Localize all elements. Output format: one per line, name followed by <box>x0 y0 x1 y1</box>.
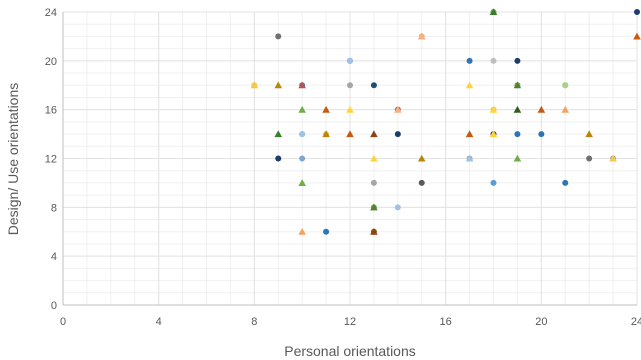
data-point-triangle <box>298 179 306 186</box>
data-point-triangle <box>274 81 283 89</box>
data-point-circle <box>538 131 545 138</box>
y-tick-label: 0 <box>51 300 57 312</box>
data-point-circle <box>562 82 569 89</box>
data-point-circle <box>275 155 282 162</box>
data-point-circle <box>394 131 401 138</box>
data-point-circle <box>370 82 377 89</box>
data-point-triangle <box>465 154 474 162</box>
data-point-circle <box>347 82 353 89</box>
data-point-circle <box>514 131 521 138</box>
data-point-circle <box>634 9 640 15</box>
data-point-triangle <box>298 81 306 89</box>
data-point-triangle <box>489 130 498 138</box>
x-tick-label: 0 <box>60 316 66 328</box>
y-tick-label: 20 <box>45 56 57 68</box>
x-axis-tick-labels: 0 4 8 12 16 20 24 <box>60 316 641 328</box>
data-point-triangle <box>370 203 378 211</box>
data-point-triangle <box>394 105 402 113</box>
data-point-triangle <box>322 105 330 113</box>
data-point-triangle <box>298 227 306 235</box>
data-point-triangle <box>465 130 474 138</box>
y-tick-label: 12 <box>45 154 57 166</box>
x-tick-label: 12 <box>344 316 356 328</box>
data-point-triangle <box>346 130 354 138</box>
data-point-circle <box>586 155 593 162</box>
data-point-circle <box>490 57 497 64</box>
x-tick-label: 24 <box>631 316 641 328</box>
data-point-circle <box>299 155 306 162</box>
y-tick-label: 8 <box>51 202 57 214</box>
x-tick-label: 8 <box>251 316 257 328</box>
y-axis-tick-labels: 0 4 8 12 16 20 24 <box>45 7 57 312</box>
data-point-triangle <box>250 81 259 89</box>
y-tick-label: 24 <box>45 7 57 19</box>
data-point-circle <box>347 57 353 64</box>
data-point-triangle <box>585 130 593 138</box>
data-point-circle <box>370 179 377 186</box>
data-point-circle <box>275 33 282 40</box>
major-gridlines <box>62 11 638 306</box>
data-point-triangle <box>513 154 522 162</box>
data-point-triangle <box>274 130 283 138</box>
data-point-triangle <box>513 105 522 113</box>
data-point-circle <box>514 57 521 64</box>
y-tick-label: 16 <box>45 105 57 117</box>
data-point-circle <box>562 179 569 186</box>
y-axis-title: Design/ Use orientations <box>5 83 21 236</box>
data-point-triangle <box>489 105 498 113</box>
data-point-circle <box>394 204 401 211</box>
data-point-triangle <box>322 130 330 138</box>
data-point-triangle <box>298 105 306 113</box>
x-tick-label: 20 <box>535 316 547 328</box>
x-axis-title: Personal orientations <box>284 343 416 359</box>
data-points <box>250 8 641 235</box>
data-point-triangle <box>370 227 378 235</box>
data-point-circle <box>466 57 473 64</box>
data-point-triangle <box>370 130 378 138</box>
data-point-triangle <box>561 105 570 113</box>
data-point-circle <box>418 179 425 186</box>
data-point-circle <box>299 131 306 138</box>
data-point-triangle <box>513 81 522 89</box>
data-point-triangle <box>537 105 546 113</box>
data-point-triangle <box>417 32 426 40</box>
data-point-triangle <box>465 81 474 89</box>
x-tick-label: 4 <box>156 316 162 328</box>
data-point-triangle <box>633 32 641 40</box>
data-point-triangle <box>346 105 354 113</box>
x-tick-label: 16 <box>440 316 452 328</box>
data-point-circle <box>490 179 497 186</box>
data-point-circle <box>323 228 330 235</box>
data-point-triangle <box>609 154 617 162</box>
data-point-triangle <box>370 154 378 162</box>
data-point-triangle <box>417 154 426 162</box>
y-tick-label: 4 <box>51 251 57 263</box>
data-point-triangle <box>489 8 498 16</box>
